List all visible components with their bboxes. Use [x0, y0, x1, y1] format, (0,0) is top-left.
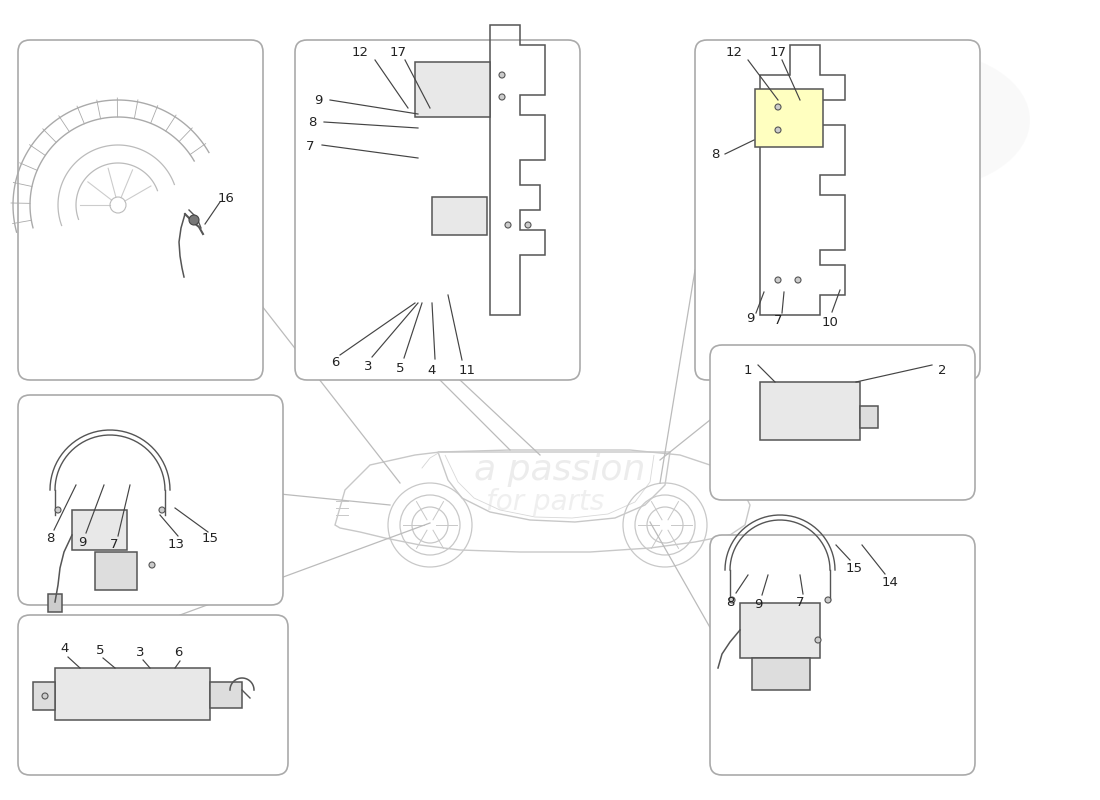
Text: 9: 9 — [78, 535, 86, 549]
Text: 5: 5 — [96, 643, 104, 657]
Text: 5: 5 — [396, 362, 405, 374]
FancyBboxPatch shape — [710, 345, 975, 500]
Text: 17: 17 — [770, 46, 786, 58]
Circle shape — [776, 277, 781, 283]
Circle shape — [499, 72, 505, 78]
Text: 4: 4 — [428, 363, 437, 377]
Text: 4: 4 — [60, 642, 69, 654]
Text: 7: 7 — [110, 538, 119, 550]
Text: 9: 9 — [314, 94, 322, 106]
Circle shape — [795, 277, 801, 283]
Circle shape — [729, 597, 735, 603]
Text: 9: 9 — [754, 598, 762, 611]
Text: 13: 13 — [167, 538, 185, 551]
Bar — [740, 603, 820, 658]
Bar — [755, 89, 823, 147]
Text: a passion: a passion — [474, 453, 646, 487]
Text: 1: 1 — [744, 363, 752, 377]
Circle shape — [525, 222, 531, 228]
Text: 85: 85 — [918, 127, 952, 153]
Circle shape — [825, 597, 830, 603]
Bar — [760, 382, 860, 440]
Circle shape — [499, 94, 505, 100]
Text: 11: 11 — [459, 363, 475, 377]
Circle shape — [42, 693, 48, 699]
Text: 10: 10 — [822, 315, 838, 329]
FancyBboxPatch shape — [710, 535, 975, 775]
Text: 15: 15 — [846, 562, 862, 574]
Text: OP: OP — [867, 81, 944, 129]
Text: 8: 8 — [46, 531, 54, 545]
Text: 15: 15 — [201, 531, 219, 545]
Text: 8: 8 — [726, 595, 734, 609]
FancyBboxPatch shape — [695, 40, 980, 380]
Bar — [48, 594, 62, 612]
Text: 12: 12 — [726, 46, 742, 58]
FancyBboxPatch shape — [18, 395, 283, 605]
Text: 8: 8 — [711, 149, 719, 162]
Text: 6: 6 — [174, 646, 183, 659]
Text: 6: 6 — [331, 357, 339, 370]
Circle shape — [776, 104, 781, 110]
Circle shape — [160, 507, 165, 513]
Text: 9: 9 — [746, 311, 755, 325]
FancyBboxPatch shape — [18, 40, 263, 380]
Text: 3: 3 — [135, 646, 144, 658]
Text: 7: 7 — [773, 314, 782, 326]
Text: 7: 7 — [306, 141, 315, 154]
Circle shape — [815, 637, 821, 643]
Bar — [860, 406, 878, 428]
Circle shape — [189, 215, 199, 225]
Text: 8: 8 — [308, 115, 316, 129]
Text: 3: 3 — [364, 359, 372, 373]
Text: 16: 16 — [218, 193, 234, 206]
FancyBboxPatch shape — [295, 40, 580, 380]
Circle shape — [55, 507, 60, 513]
Text: 2: 2 — [937, 363, 946, 377]
Bar — [33, 682, 55, 710]
Bar — [432, 197, 487, 235]
Bar — [210, 682, 242, 708]
Text: 12: 12 — [352, 46, 368, 58]
Bar — [55, 668, 210, 720]
Circle shape — [148, 562, 155, 568]
FancyBboxPatch shape — [18, 615, 288, 775]
Text: 7: 7 — [795, 597, 804, 610]
Circle shape — [776, 127, 781, 133]
Bar — [415, 62, 490, 117]
Text: 17: 17 — [389, 46, 407, 58]
Bar — [95, 552, 138, 590]
Text: for parts: for parts — [486, 488, 604, 516]
Bar — [72, 510, 126, 550]
Circle shape — [505, 222, 512, 228]
Text: 14: 14 — [881, 575, 899, 589]
Ellipse shape — [810, 50, 1030, 190]
Bar — [752, 658, 810, 690]
